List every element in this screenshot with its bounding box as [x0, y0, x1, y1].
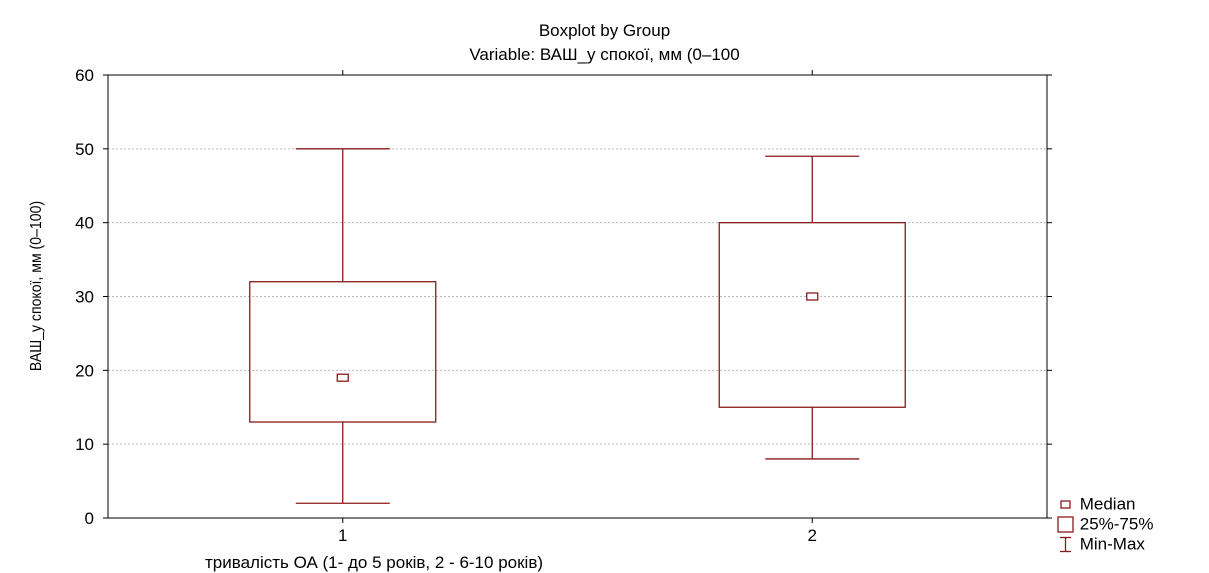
chart-title: Boxplot by Group	[538, 21, 671, 40]
x-axis-label: тривалість ОА (1- до 5 років, 2 - 6-10 р…	[205, 553, 544, 572]
box-marker-icon	[1057, 516, 1074, 533]
iqr-box	[718, 222, 906, 408]
legend-label-minmax: Min-Max	[1079, 534, 1145, 554]
y-tick-label: 0	[85, 509, 94, 528]
y-tick-label: 10	[75, 435, 94, 454]
y-tick-label: 50	[75, 140, 94, 159]
median-marker	[806, 292, 819, 301]
y-tick-label: 20	[75, 361, 94, 380]
legend-label-median: Median	[1079, 494, 1136, 514]
legend-item-minmax: Min-Max	[1057, 534, 1145, 555]
iqr-box	[249, 281, 437, 423]
median-marker-icon	[1060, 500, 1071, 509]
y-tick-label: 40	[75, 214, 94, 233]
y-tick-label: 30	[75, 288, 94, 307]
y-axis-label: ВАШ_у спокої, мм (0–100)	[28, 200, 45, 372]
legend-item-iqr: 25%-75%	[1057, 514, 1153, 535]
legend-label-iqr: 25%-75%	[1079, 514, 1154, 534]
x-tick-label: 1	[338, 526, 347, 545]
legend-item-median: Median	[1057, 494, 1136, 515]
y-tick-label: 60	[75, 66, 94, 85]
x-tick-label: 2	[808, 526, 817, 545]
whisker-marker-icon	[1060, 536, 1071, 553]
median-marker	[336, 373, 349, 382]
chart-subtitle: Variable: ВАШ_у спокої, мм (0–100	[469, 45, 740, 64]
